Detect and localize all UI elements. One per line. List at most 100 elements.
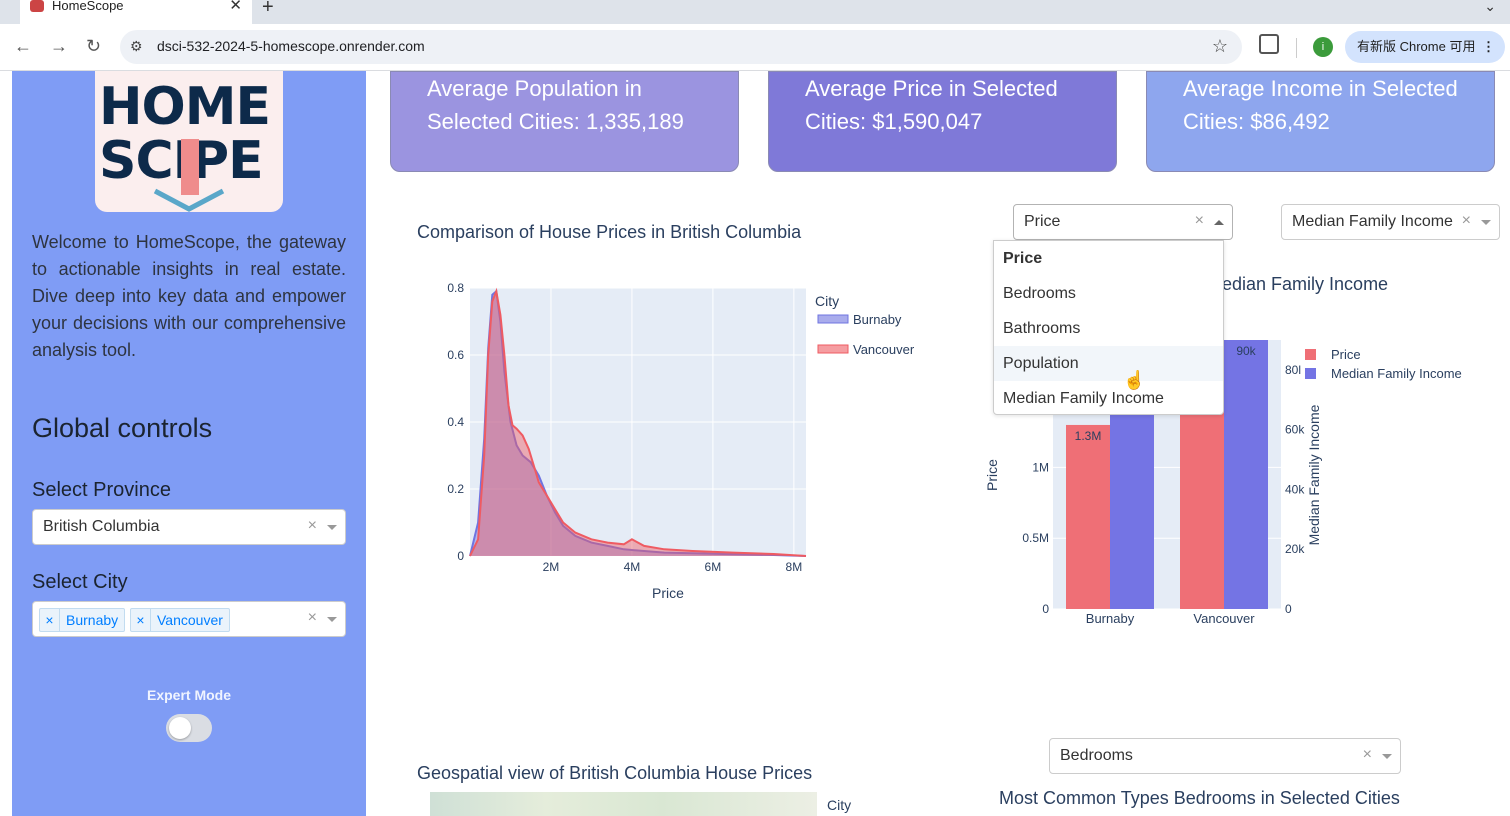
y-tick-label: 0.5M	[1022, 531, 1049, 545]
toggle-knob	[169, 717, 191, 739]
city-chip-burnaby: × Burnaby	[39, 608, 126, 632]
clear-right-axis-icon[interactable]: ×	[1461, 212, 1471, 229]
chevron-down-icon[interactable]	[1382, 754, 1392, 759]
back-icon[interactable]: ←	[14, 36, 32, 56]
x-tick-label: Vancouver	[1193, 611, 1255, 626]
card-line1: Average Income in Selected	[1183, 76, 1458, 101]
geo-title: Geospatial view of British Columbia Hous…	[417, 763, 813, 783]
more-menu-icon[interactable]: ⋮	[1482, 39, 1495, 54]
legend-swatch	[1305, 368, 1316, 379]
address-bar[interactable]: ⚙ dsci-532-2024-5-homescope.onrender.com…	[120, 30, 1242, 64]
density-chart[interactable]: 2M 4M 6M 8M 0 0.2 0.4 0.6 0.8 Burnaby Vancouver Cit…	[410, 270, 940, 610]
menu-option-bedrooms[interactable]: Bedrooms	[1003, 285, 1076, 302]
menu-option-median-family-income[interactable]: Median Family Income	[1003, 390, 1164, 407]
update-label: 有新版 Chrome 可用	[1357, 39, 1476, 54]
y2-tick-label: 60k	[1285, 423, 1305, 437]
welcome-text: Welcome to HomeScope, the gateway to act…	[32, 232, 346, 360]
tab-title: HomeScope	[52, 0, 124, 13]
city-label: Select City	[32, 571, 128, 593]
city-multiselect[interactable]: × Burnaby × Vancouver ×	[32, 601, 346, 637]
right-axis-dropdown[interactable]: Median Family Income ×	[1281, 204, 1500, 240]
homescope-logo: HOME SCIPE	[95, 71, 283, 212]
province-select[interactable]: British Columbia ×	[32, 509, 346, 545]
close-tab-icon[interactable]: ✕	[229, 0, 242, 14]
bookmark-star-icon[interactable]: ☆	[1211, 36, 1228, 56]
reload-icon[interactable]: ↻	[86, 36, 102, 56]
bedrooms-dropdown[interactable]: Bedrooms ×	[1049, 738, 1401, 774]
chrome-update-button[interactable]: 有新版 Chrome 可用 ⋮	[1345, 31, 1505, 63]
global-controls-heading: Global controls	[32, 413, 213, 443]
y-tick-label: 0.6	[447, 348, 464, 362]
avg-price-card: Average Price in Selected Cities: $1,590…	[768, 71, 1117, 172]
axis-options-menu: Price Bedrooms Bathrooms Population Medi…	[993, 240, 1224, 415]
bar-median-family-income-vancouver	[1224, 340, 1268, 609]
clear-bedrooms-icon[interactable]: ×	[1362, 746, 1372, 763]
clear-province-icon[interactable]: ×	[307, 517, 317, 534]
toolbar-divider	[1296, 38, 1297, 58]
forward-icon[interactable]: →	[50, 36, 68, 56]
avg-income-card: Average Income in Selected Cities: $86,4…	[1146, 71, 1495, 172]
logo-roof-icon	[153, 139, 225, 212]
x-tick-label: Burnaby	[1086, 611, 1135, 626]
remove-chip-icon[interactable]: ×	[131, 609, 151, 631]
legend-label: Vancouver	[853, 342, 915, 357]
bar-label: 90k	[1236, 344, 1256, 358]
y2-tick-label: 0	[1285, 602, 1292, 616]
city-chip-vancouver: × Vancouver	[130, 608, 230, 632]
legend-label: Median Family Income	[1331, 366, 1462, 381]
chevron-up-icon[interactable]	[1214, 220, 1224, 225]
expert-mode-toggle[interactable]	[166, 714, 212, 742]
density-line-burnaby	[469, 289, 807, 557]
legend-title: City	[815, 293, 839, 309]
sidebar: HOME SCIPE Welcome to HomeScope, the gat…	[12, 71, 366, 816]
right-axis-value: Median Family Income	[1292, 213, 1453, 230]
browser-tabstrip: HomeScope ✕ + ⌄	[0, 0, 1510, 24]
chevron-down-icon[interactable]	[327, 617, 337, 622]
browser-toolbar: ← → ↻ ⚙ dsci-532-2024-5-homescope.onrend…	[0, 24, 1510, 71]
y-tick-label: 0.2	[447, 482, 464, 496]
new-tab-icon[interactable]: +	[262, 0, 274, 18]
logo-line1: HOME	[99, 77, 271, 137]
legend-label: Burnaby	[853, 312, 902, 327]
menu-option-bathrooms[interactable]: Bathrooms	[1003, 320, 1081, 337]
bedrooms-title: Most Common Types Bedrooms in Selected C…	[999, 788, 1400, 808]
density-area-burnaby	[470, 291, 806, 556]
legend-swatch	[817, 344, 849, 354]
expert-mode-label: Expert Mode	[146, 687, 231, 703]
density-line-vancouver	[469, 287, 807, 557]
y-tick-label: 0	[457, 549, 464, 563]
y2-tick-label: 40k	[1285, 482, 1305, 496]
y-tick-label: 0.4	[447, 415, 464, 429]
url-text[interactable]: dsci-532-2024-5-homescope.onrender.com	[157, 38, 425, 54]
site-info-icon[interactable]: ⚙	[130, 38, 143, 54]
menu-option-population[interactable]: Population	[994, 346, 1223, 381]
legend-swatch	[1305, 349, 1316, 360]
map-view[interactable]	[430, 792, 817, 816]
y-tick-label: 0.8	[447, 281, 464, 295]
card-line2: Cities: $1,590,047	[805, 109, 983, 134]
chevron-down-icon[interactable]	[327, 525, 337, 530]
clear-city-icon[interactable]: ×	[307, 609, 317, 626]
extensions-icon[interactable]	[1259, 34, 1279, 54]
province-label: Select Province	[32, 479, 171, 501]
province-value: British Columbia	[43, 518, 160, 535]
browser-tab[interactable]: HomeScope ✕	[20, 0, 252, 24]
density-area-vancouver	[470, 291, 806, 556]
left-axis-value[interactable]: Price	[1024, 213, 1061, 230]
y-tick-label: 0	[1042, 602, 1049, 616]
chevron-down-icon[interactable]	[1481, 220, 1491, 225]
profile-avatar-icon[interactable]: i	[1313, 37, 1333, 57]
x-tick-label: 4M	[624, 560, 641, 574]
favicon-icon	[30, 0, 44, 12]
menu-option-price[interactable]: Price	[1003, 250, 1043, 267]
tab-search-icon[interactable]: ⌄	[1484, 0, 1496, 14]
bar-price-burnaby	[1066, 424, 1110, 609]
card-line2: Selected Cities: 1,335,189	[427, 109, 684, 134]
remove-chip-icon[interactable]: ×	[40, 609, 60, 631]
clear-left-axis-icon[interactable]: ×	[1194, 212, 1204, 229]
x-tick-label: 2M	[543, 560, 560, 574]
bedrooms-value: Bedrooms	[1060, 747, 1133, 764]
left-axis-dropdown[interactable]: Price ×	[1013, 204, 1233, 240]
legend-swatch	[817, 314, 849, 324]
y2-tick-label: 20k	[1285, 542, 1305, 556]
